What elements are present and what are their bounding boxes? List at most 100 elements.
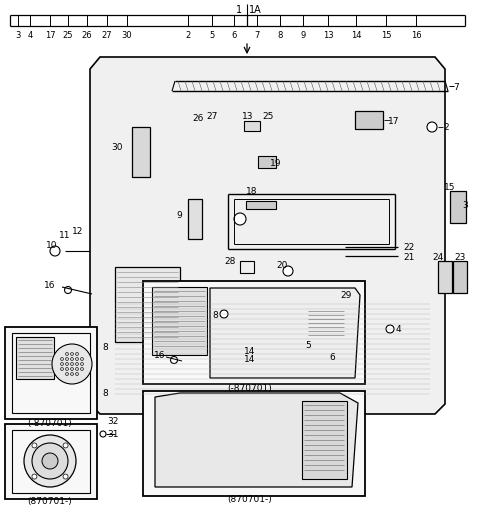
Text: (-870701): (-870701) (28, 419, 72, 428)
Bar (240, 262, 254, 273)
Text: 16: 16 (154, 351, 166, 360)
Text: 2: 2 (443, 123, 449, 132)
Circle shape (71, 353, 73, 356)
Text: (870701-): (870701-) (28, 496, 72, 505)
Circle shape (63, 443, 68, 448)
Text: 22: 22 (403, 243, 414, 252)
Text: 11: 11 (59, 230, 71, 239)
Circle shape (65, 363, 69, 366)
Circle shape (386, 325, 394, 333)
Text: 28: 28 (224, 257, 236, 266)
Circle shape (328, 345, 336, 353)
Text: 17: 17 (388, 116, 399, 125)
Text: 3: 3 (462, 200, 468, 209)
Text: 27: 27 (102, 31, 112, 39)
Text: 30: 30 (122, 31, 132, 39)
Circle shape (234, 214, 246, 225)
Circle shape (32, 443, 68, 479)
Circle shape (63, 474, 68, 479)
Text: 8: 8 (212, 310, 218, 319)
Bar (188, 200, 202, 240)
Circle shape (32, 474, 37, 479)
Text: 10: 10 (46, 240, 58, 249)
Circle shape (75, 373, 79, 376)
Text: 6: 6 (231, 31, 237, 39)
Text: 32: 32 (107, 417, 119, 426)
Bar (302, 401, 347, 479)
Bar (355, 112, 383, 130)
Text: 13: 13 (323, 31, 333, 39)
Text: 8: 8 (277, 31, 283, 39)
Text: 26: 26 (82, 31, 92, 39)
Polygon shape (90, 58, 445, 414)
Circle shape (60, 358, 63, 361)
Text: 14: 14 (351, 31, 361, 39)
Text: 23: 23 (454, 253, 466, 262)
Polygon shape (210, 289, 360, 378)
Text: 13: 13 (242, 111, 254, 120)
Bar (244, 122, 260, 132)
Text: 29: 29 (340, 291, 351, 300)
Circle shape (220, 310, 228, 318)
Circle shape (24, 435, 76, 487)
Text: 8: 8 (102, 388, 108, 397)
Circle shape (283, 267, 293, 276)
Text: 19: 19 (270, 158, 281, 167)
Bar (450, 191, 466, 223)
Text: 18: 18 (246, 187, 258, 196)
Text: 9: 9 (300, 31, 306, 39)
Text: 17: 17 (45, 31, 55, 39)
Text: 27: 27 (206, 111, 218, 120)
Circle shape (32, 443, 37, 448)
Circle shape (71, 368, 73, 371)
Text: 6: 6 (329, 353, 335, 362)
Circle shape (81, 358, 84, 361)
Text: 21: 21 (403, 252, 414, 261)
Text: 31: 31 (107, 430, 119, 439)
Text: 2: 2 (185, 31, 191, 39)
Bar (12, 333, 90, 413)
Bar (143, 281, 365, 384)
Circle shape (75, 363, 79, 366)
Circle shape (60, 363, 63, 366)
Bar (132, 128, 150, 178)
Circle shape (60, 368, 63, 371)
Circle shape (65, 368, 69, 371)
Text: 26: 26 (192, 114, 204, 122)
Bar (143, 391, 365, 496)
Bar (308, 285, 336, 306)
Circle shape (52, 344, 92, 384)
Circle shape (65, 373, 69, 376)
Text: 14: 14 (244, 347, 256, 356)
Text: 20: 20 (276, 260, 288, 269)
Bar (305, 307, 347, 340)
Text: 15: 15 (381, 31, 391, 39)
Polygon shape (155, 393, 358, 487)
Circle shape (81, 363, 84, 366)
Bar (5, 424, 97, 499)
Text: 7: 7 (254, 31, 260, 39)
Circle shape (42, 453, 58, 469)
Circle shape (65, 358, 69, 361)
Text: 4: 4 (27, 31, 33, 39)
Bar (115, 267, 180, 343)
Text: 8: 8 (102, 343, 108, 352)
Text: 4: 4 (396, 325, 402, 334)
Text: (870701-): (870701-) (228, 495, 272, 503)
Circle shape (71, 373, 73, 376)
Circle shape (427, 123, 437, 133)
Text: 25: 25 (63, 31, 73, 39)
Circle shape (75, 353, 79, 356)
Bar (438, 262, 452, 293)
Text: 14: 14 (244, 355, 256, 364)
Text: 7: 7 (453, 82, 459, 91)
Circle shape (64, 287, 72, 294)
Text: 25: 25 (262, 111, 274, 120)
Text: 5: 5 (305, 340, 311, 349)
Text: 15: 15 (444, 183, 456, 192)
Bar (453, 262, 467, 293)
Bar (12, 430, 90, 493)
Circle shape (75, 358, 79, 361)
Text: 24: 24 (432, 253, 444, 262)
Circle shape (100, 431, 106, 437)
